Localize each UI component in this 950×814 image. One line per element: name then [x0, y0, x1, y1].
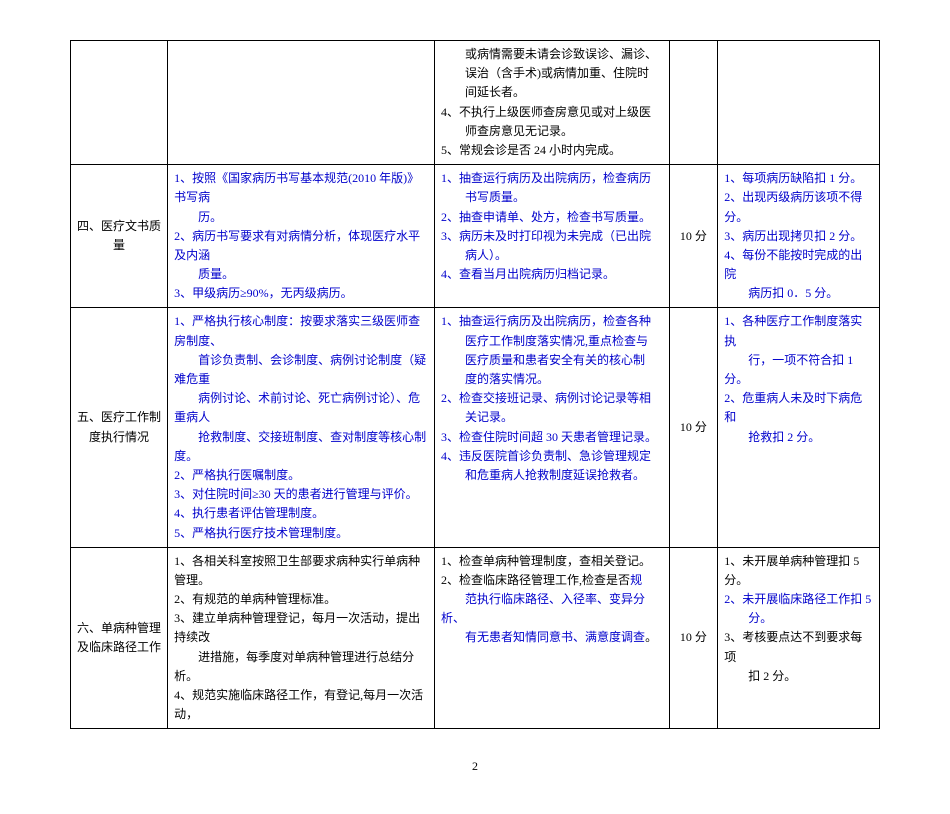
line: 1、抽查运行病历及出院病历，检查各种	[441, 312, 663, 331]
table-row: 六、单病种管理及临床路径工作1、各相关科室按照卫生部要求病种实行单病种管理。2、…	[71, 547, 880, 729]
line: 度的落实情况。	[441, 370, 663, 389]
line: 3、检查住院时间超 30 天患者管理记录。	[441, 428, 663, 447]
line: 1、检查单病种管理制度，查相关登记。	[441, 552, 663, 571]
line: 行，一项不符合扣 1 分。	[724, 351, 873, 389]
line: 2、病历书写要求有对病情分析，体现医疗水平及内涵	[174, 227, 428, 265]
deduction-cell	[718, 41, 880, 165]
line: 1、严格执行核心制度：按要求落实三级医师查房制度、	[174, 312, 428, 350]
line: 病历扣 0．5 分。	[724, 284, 873, 303]
line: 有无患者知情同意书、满意度调查。	[441, 628, 663, 647]
row-label: 四、医疗文书质量	[71, 165, 168, 308]
line: 4、查看当月出院病历归档记录。	[441, 265, 663, 284]
line: 2、未开展临床路径工作扣 5	[724, 590, 873, 609]
line: 5、严格执行医疗技术管理制度。	[174, 524, 428, 543]
line: 进措施，每季度对单病种管理进行总结分析。	[174, 648, 428, 686]
line: 范执行临床路径、入径率、变异分析、	[441, 590, 663, 628]
deduction-cell: 1、每项病历缺陷扣 1 分。2、出现丙级病历该项不得分。3、病历出现拷贝扣 2 …	[718, 165, 880, 308]
line: 师查房意见无记录。	[441, 122, 663, 141]
line: 医疗工作制度落实情况,重点检查与	[441, 332, 663, 351]
score-cell: 10 分	[669, 165, 718, 308]
check-cell: 或病情需要未请会诊致误诊、漏诊、 误治（含手术)或病情加重、住院时 间延长者。4…	[435, 41, 670, 165]
line: 2、检查临床路径管理工作,检查是否规	[441, 571, 663, 590]
evaluation-table: 或病情需要未请会诊致误诊、漏诊、 误治（含手术)或病情加重、住院时 间延长者。4…	[70, 40, 880, 729]
line: 质量。	[174, 265, 428, 284]
line: 5、常规会诊是否 24 小时内完成。	[441, 141, 663, 160]
score-cell: 10 分	[669, 547, 718, 729]
line: 2、出现丙级病历该项不得分。	[724, 188, 873, 226]
line: 1、各相关科室按照卫生部要求病种实行单病种管理。	[174, 552, 428, 590]
row-label: 六、单病种管理及临床路径工作	[71, 547, 168, 729]
line: 扣 2 分。	[724, 667, 873, 686]
line: 或病情需要未请会诊致误诊、漏诊、	[441, 45, 663, 64]
line: 4、执行患者评估管理制度。	[174, 504, 428, 523]
deduction-cell: 1、未开展单病种管理扣 5 分。2、未开展临床路径工作扣 5 分。3、考核要点达…	[718, 547, 880, 729]
score-cell: 10 分	[669, 308, 718, 547]
criteria-cell	[168, 41, 435, 165]
line: 1、每项病历缺陷扣 1 分。	[724, 169, 873, 188]
line: 历。	[174, 208, 428, 227]
line: 3、对住院时间≥30 天的患者进行管理与评价。	[174, 485, 428, 504]
line: 4、规范实施临床路径工作，有登记,每月一次活动，	[174, 686, 428, 724]
score-cell	[669, 41, 718, 165]
check-cell: 1、抽查运行病历及出院病历，检查各种 医疗工作制度落实情况,重点检查与 医疗质量…	[435, 308, 670, 547]
line: 4、违反医院首诊负责制、急诊管理规定	[441, 447, 663, 466]
line: 抢救扣 2 分。	[724, 428, 873, 447]
page-number: 2	[70, 759, 880, 774]
line: 3、考核要点达不到要求每项	[724, 628, 873, 666]
line: 1、按照《国家病历书写基本规范(2010 年版)》书写病	[174, 169, 428, 207]
line: 1、抽查运行病历及出院病历，检查病历	[441, 169, 663, 188]
criteria-cell: 1、严格执行核心制度：按要求落实三级医师查房制度、 首诊负责制、会诊制度、病例讨…	[168, 308, 435, 547]
line: 2、危重病人未及时下病危和	[724, 389, 873, 427]
row-label	[71, 41, 168, 165]
table-row: 五、医疗工作制度执行情况1、严格执行核心制度：按要求落实三级医师查房制度、 首诊…	[71, 308, 880, 547]
line: 和危重病人抢救制度延误抢救者。	[441, 466, 663, 485]
line: 3、病历未及时打印视为未完成（已出院	[441, 227, 663, 246]
line: 4、不执行上级医师查房意见或对上级医	[441, 103, 663, 122]
line: 关记录。	[441, 408, 663, 427]
line: 2、检查交接班记录、病例讨论记录等相	[441, 389, 663, 408]
line: 病例讨论、术前讨论、死亡病例讨论）、危重病人	[174, 389, 428, 427]
table-row: 或病情需要未请会诊致误诊、漏诊、 误治（含手术)或病情加重、住院时 间延长者。4…	[71, 41, 880, 165]
line: 1、各种医疗工作制度落实执	[724, 312, 873, 350]
line: 3、甲级病历≥90%，无丙级病历。	[174, 284, 428, 303]
line: 2、有规范的单病种管理标准。	[174, 590, 428, 609]
check-cell: 1、检查单病种管理制度，查相关登记。2、检查临床路径管理工作,检查是否规 范执行…	[435, 547, 670, 729]
criteria-cell: 1、各相关科室按照卫生部要求病种实行单病种管理。2、有规范的单病种管理标准。3、…	[168, 547, 435, 729]
line: 2、抽查申请单、处方，检查书写质量。	[441, 208, 663, 227]
line: 首诊负责制、会诊制度、病例讨论制度（疑难危重	[174, 351, 428, 389]
line: 书写质量。	[441, 188, 663, 207]
line: 抢救制度、交接班制度、查对制度等核心制度。	[174, 428, 428, 466]
line: 误治（含手术)或病情加重、住院时	[441, 64, 663, 83]
line: 3、病历出现拷贝扣 2 分。	[724, 227, 873, 246]
line: 病人）。	[441, 246, 663, 265]
line: 3、建立单病种管理登记，每月一次活动，提出持续改	[174, 609, 428, 647]
check-cell: 1、抽查运行病历及出院病历，检查病历 书写质量。2、抽查申请单、处方，检查书写质…	[435, 165, 670, 308]
row-label: 五、医疗工作制度执行情况	[71, 308, 168, 547]
line: 1、未开展单病种管理扣 5 分。	[724, 552, 873, 590]
table-row: 四、医疗文书质量1、按照《国家病历书写基本规范(2010 年版)》书写病 历。2…	[71, 165, 880, 308]
line: 2、严格执行医嘱制度。	[174, 466, 428, 485]
line: 医疗质量和患者安全有关的核心制	[441, 351, 663, 370]
line: 4、每份不能按时完成的出院	[724, 246, 873, 284]
criteria-cell: 1、按照《国家病历书写基本规范(2010 年版)》书写病 历。2、病历书写要求有…	[168, 165, 435, 308]
deduction-cell: 1、各种医疗工作制度落实执 行，一项不符合扣 1 分。2、危重病人未及时下病危和…	[718, 308, 880, 547]
line: 分。	[724, 609, 873, 628]
line: 间延长者。	[441, 83, 663, 102]
